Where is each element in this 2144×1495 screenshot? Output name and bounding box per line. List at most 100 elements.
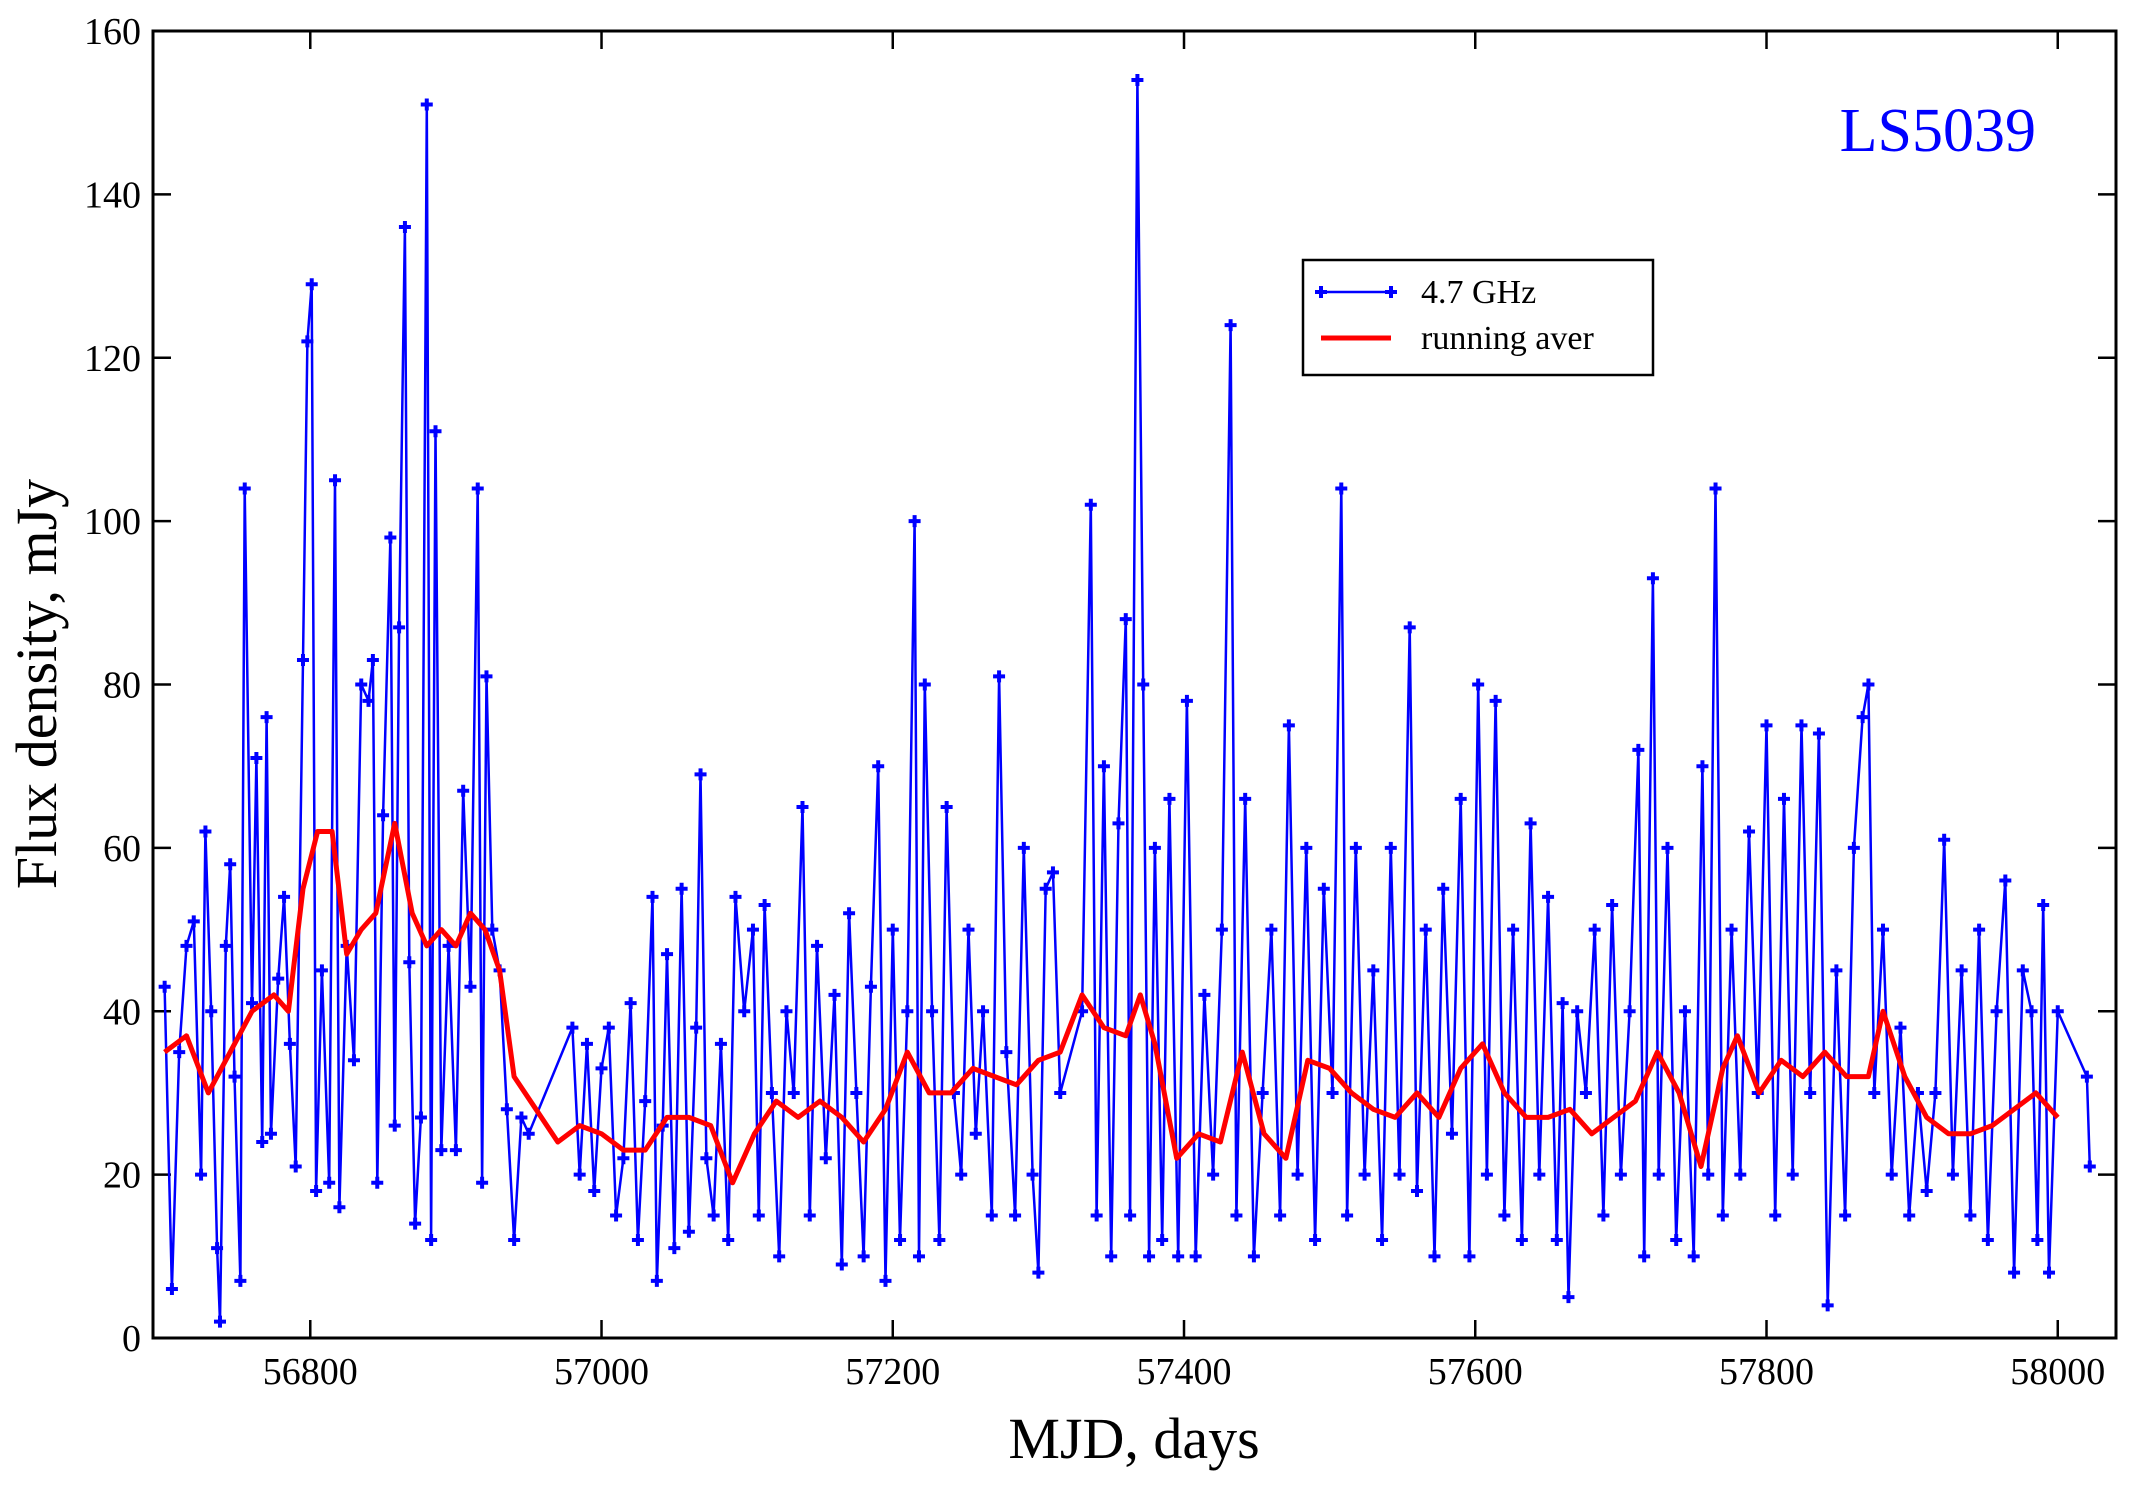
data-point [2043,1266,2056,1279]
data-point [515,1111,528,1124]
data-point [1265,923,1278,936]
data-point [486,923,499,936]
data-point [1256,1086,1269,1099]
data-point [393,621,406,634]
data-point [912,1250,925,1263]
data-point [1341,1209,1354,1222]
data-point [933,1233,946,1246]
data-point [2083,1160,2096,1173]
data-point [1274,1209,1287,1222]
data-point [819,1152,832,1165]
data-point [414,1111,427,1124]
data-point [1224,319,1237,332]
data-point [595,1062,608,1075]
data-point [1562,1291,1575,1304]
data-point [675,882,688,895]
data-point [1786,1168,1799,1181]
data-point [1804,1086,1817,1099]
data-point [219,939,232,952]
data-point [409,1217,422,1230]
data-point [283,1037,296,1050]
data-point [1678,1005,1691,1018]
y-axis-label: Flux density, mJy [4,479,69,889]
data-point [1326,1086,1339,1099]
data-point [180,939,193,952]
data-point [480,670,493,683]
data-point [1143,1250,1156,1263]
data-point [228,1070,241,1083]
data-point [835,1258,848,1271]
data-point [355,678,368,691]
y-tick-label: 20 [103,1155,141,1197]
data-point [602,1021,615,1034]
data-point [1614,1168,1627,1181]
data-point [1156,1233,1169,1246]
data-point [384,531,397,544]
data-point [1760,719,1773,732]
data-point [165,1282,178,1295]
data-point [1054,1086,1067,1099]
legend-label: 4.7 GHz [1421,274,1536,311]
data-point [195,1168,208,1181]
data-point [631,1233,644,1246]
data-point [1920,1184,1933,1197]
y-tick-label: 140 [84,174,141,216]
data-point [1411,1184,1424,1197]
data-point [272,972,285,985]
data-point [260,711,273,724]
data-point [305,278,318,291]
data-point [1009,1209,1022,1222]
x-tick-label: 57600 [1428,1351,1523,1393]
data-point [1938,833,1951,846]
data-point [1702,1168,1715,1181]
data-point [1124,1209,1137,1222]
data-point [1105,1250,1118,1263]
data-point [926,1005,939,1018]
data-point [610,1209,623,1222]
x-tick-label: 58000 [2010,1351,2105,1393]
data-point [347,1054,360,1067]
data-point [1597,1209,1610,1222]
data-point [624,997,637,1010]
data-point [811,939,824,952]
data-point [205,1005,218,1018]
data-point [796,801,809,814]
data-point [1472,678,1485,691]
data-point [1376,1233,1389,1246]
data-point [1652,1168,1665,1181]
data-point [1571,1005,1584,1018]
data-point [471,482,484,495]
data-point [1894,1021,1907,1034]
data-point [1032,1266,1045,1279]
data-point [1282,719,1295,732]
legend-label: running aver [1421,320,1594,357]
data-point [1973,923,1986,936]
data-point [1632,743,1645,756]
data-point [264,1127,277,1140]
data-point [1533,1168,1546,1181]
legend-marker [1385,286,1397,298]
y-tick-label: 120 [84,338,141,380]
x-tick-label: 56800 [263,1351,358,1393]
series-line [163,78,2092,1323]
data-point [864,980,877,993]
data-point [464,980,477,993]
data-point [1335,482,1348,495]
data-point [522,1127,535,1140]
data-point [1638,1250,1651,1263]
data-point [1498,1209,1511,1222]
series [163,820,2060,1186]
x-tick-label: 57200 [845,1351,940,1393]
data-point [694,768,707,781]
data-point [429,425,442,438]
data-point [1769,1209,1782,1222]
data-point [1119,613,1132,626]
data-point [1017,841,1030,854]
data-point [1877,923,1889,936]
data-point [301,335,314,348]
data-point [158,980,171,993]
data-point [1384,841,1397,854]
